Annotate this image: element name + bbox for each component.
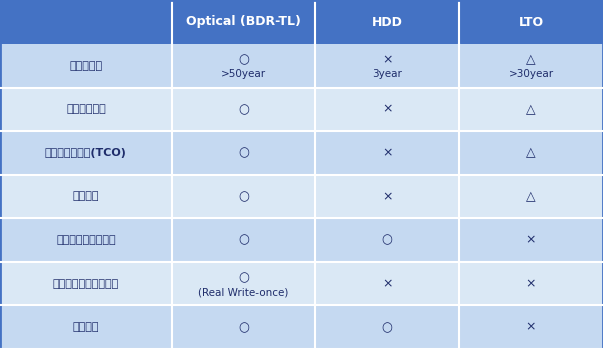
Bar bbox=[315, 0, 459, 44]
Text: 異常事象耐性: 異常事象耐性 bbox=[66, 104, 106, 114]
Text: (Real Write-once): (Real Write-once) bbox=[198, 287, 289, 297]
Text: ランダムアクセス性: ランダムアクセス性 bbox=[56, 235, 116, 245]
Bar bbox=[315, 88, 459, 131]
Text: ○: ○ bbox=[238, 147, 249, 159]
Bar bbox=[459, 44, 603, 88]
Text: ○: ○ bbox=[238, 54, 249, 67]
Text: ×: × bbox=[526, 321, 536, 334]
Bar bbox=[0, 218, 172, 262]
Text: ○: ○ bbox=[238, 103, 249, 116]
Bar bbox=[315, 175, 459, 218]
Text: >50year: >50year bbox=[221, 69, 266, 80]
Bar bbox=[315, 262, 459, 305]
Text: 環境負荷: 環境負荷 bbox=[73, 192, 99, 201]
Bar bbox=[0, 0, 172, 44]
Bar bbox=[459, 305, 603, 349]
Bar bbox=[172, 44, 315, 88]
Bar bbox=[172, 131, 315, 175]
Bar bbox=[0, 175, 172, 218]
Bar bbox=[0, 262, 172, 305]
Bar bbox=[459, 131, 603, 175]
Bar bbox=[172, 175, 315, 218]
Text: ×: × bbox=[382, 103, 393, 116]
Bar bbox=[0, 44, 172, 88]
Text: ○: ○ bbox=[238, 321, 249, 334]
Text: △: △ bbox=[526, 190, 535, 203]
Bar bbox=[172, 305, 315, 349]
Text: ×: × bbox=[526, 277, 536, 290]
Text: △: △ bbox=[526, 103, 535, 116]
Text: ×: × bbox=[382, 277, 393, 290]
Bar bbox=[315, 44, 459, 88]
Text: ×: × bbox=[382, 190, 393, 203]
Bar bbox=[315, 218, 459, 262]
Text: 物理接触: 物理接触 bbox=[73, 322, 99, 332]
Text: ○: ○ bbox=[238, 272, 249, 284]
Text: LTO: LTO bbox=[519, 15, 543, 29]
Bar bbox=[459, 262, 603, 305]
Bar bbox=[459, 0, 603, 44]
Text: △: △ bbox=[526, 147, 535, 159]
Text: データ堅牢性・真正性: データ堅牢性・真正性 bbox=[53, 279, 119, 289]
Text: ○: ○ bbox=[382, 321, 393, 334]
Bar bbox=[459, 175, 603, 218]
Text: △: △ bbox=[526, 54, 535, 67]
Bar bbox=[315, 305, 459, 349]
Text: HDD: HDD bbox=[371, 15, 403, 29]
Text: ○: ○ bbox=[238, 190, 249, 203]
Bar bbox=[0, 88, 172, 131]
Text: ×: × bbox=[526, 233, 536, 247]
Bar bbox=[459, 88, 603, 131]
Bar bbox=[0, 131, 172, 175]
Text: ×: × bbox=[382, 54, 393, 67]
Bar bbox=[459, 218, 603, 262]
Bar bbox=[172, 88, 315, 131]
Bar bbox=[0, 305, 172, 349]
Bar bbox=[315, 131, 459, 175]
Text: ○: ○ bbox=[382, 233, 393, 247]
Text: >30year: >30year bbox=[508, 69, 554, 80]
Text: ×: × bbox=[382, 147, 393, 159]
Text: ○: ○ bbox=[238, 233, 249, 247]
Text: 3year: 3year bbox=[372, 69, 402, 80]
Text: Optical (BDR-TL): Optical (BDR-TL) bbox=[186, 15, 301, 29]
Text: トータルコスト(TCO): トータルコスト(TCO) bbox=[45, 148, 127, 158]
Bar bbox=[172, 262, 315, 305]
Bar bbox=[172, 218, 315, 262]
Text: 長期保存性: 長期保存性 bbox=[69, 61, 103, 71]
Bar bbox=[172, 0, 315, 44]
